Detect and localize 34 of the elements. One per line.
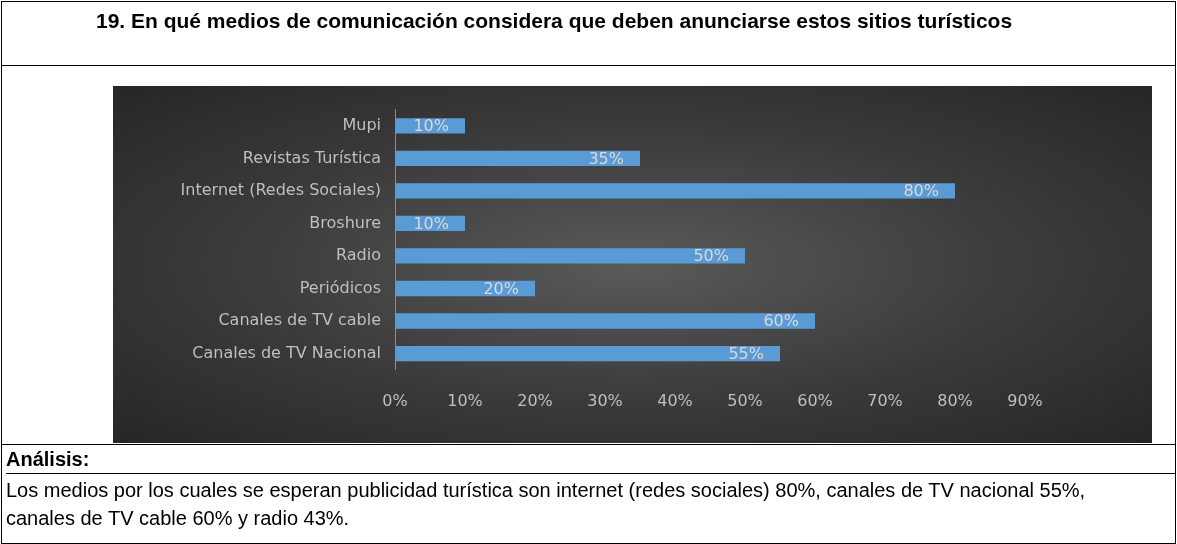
bar (395, 248, 745, 264)
data-label: 60% (763, 311, 799, 331)
text: Los medios por los cuales se esperan publicidad turística son internet (redes sociales) 80%, canales de TV nacional 55%, canales de TV cable 60% y radio 43%. (6, 478, 1087, 531)
x-tick-label: 0% (382, 390, 408, 410)
x-tick-label: 30% (587, 390, 623, 410)
x-tick-label: 80% (937, 390, 973, 410)
x-tick-label: 50% (727, 390, 763, 410)
x-tick-label: 70% (867, 390, 903, 410)
chart-title: 19. En qué medios de comunicación considera que deben anunciarse estos sitios turísticos (2, 2, 1175, 66)
data-label: 80% (903, 181, 939, 201)
bar (395, 150, 640, 167)
text: Análisis: (6, 445, 1175, 474)
x-tick-label: 10% (447, 390, 483, 410)
data-label: 55% (728, 343, 764, 363)
data-label: 50% (693, 246, 729, 266)
y-tick-label: Canales de TV Nacional (192, 342, 381, 362)
y-tick-label: Revistas Turística (242, 147, 381, 167)
bar (395, 183, 955, 199)
x-tick-label: 20% (517, 390, 553, 410)
y-tick-label: Broshure (309, 212, 381, 232)
y-tick-label: Internet (Redes Sociales) (180, 180, 381, 200)
x-tick-label: 90% (1007, 390, 1043, 410)
data-label: 10% (413, 213, 449, 233)
data-label: 35% (588, 148, 624, 168)
x-tick-label: 60% (797, 390, 833, 410)
bar (395, 345, 780, 362)
y-tick-label: Mupi (342, 115, 381, 135)
y-tick-label: Canales de TV cable (218, 310, 381, 330)
data-label: 20% (483, 278, 519, 298)
y-tick-label: Periódicos (299, 277, 381, 297)
y-tick-label: Radio (336, 245, 381, 265)
x-tick-label: 40% (657, 390, 693, 410)
bar (395, 313, 815, 329)
data-label: 10% (413, 116, 449, 136)
